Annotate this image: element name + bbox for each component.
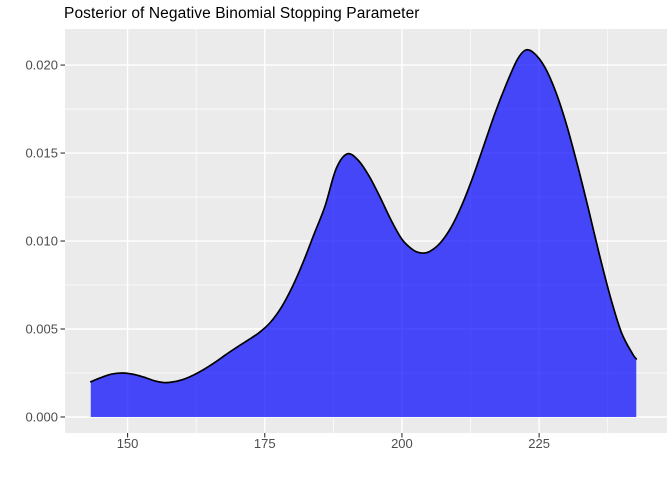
density-area — [90, 49, 637, 417]
x-tick-label: 150 — [117, 436, 139, 451]
density-curve — [89, 48, 638, 384]
x-tick-label: 175 — [254, 436, 276, 451]
y-tick-label: 0.020 — [25, 58, 58, 73]
x-tick-label: 200 — [391, 436, 413, 451]
y-tick-label: 0.010 — [25, 234, 58, 249]
y-tick-label: 0.000 — [25, 410, 58, 425]
y-tick-label: 0.015 — [25, 146, 58, 161]
chart-title: Posterior of Negative Binomial Stopping … — [64, 5, 420, 22]
x-tick-label: 225 — [528, 436, 550, 451]
y-tick-label: 0.005 — [25, 322, 58, 337]
